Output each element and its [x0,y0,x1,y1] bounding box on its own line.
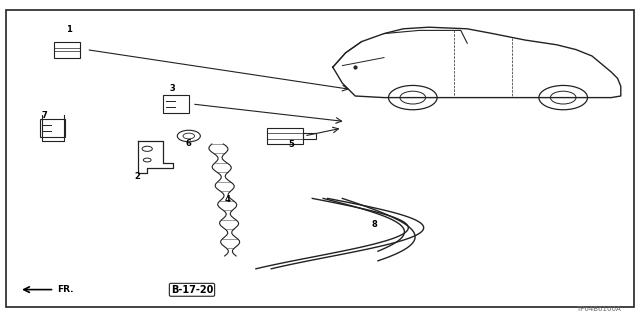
Text: 3: 3 [170,84,175,93]
Bar [163,95,189,113]
Text: 5: 5 [288,140,294,149]
Text: 8: 8 [372,220,377,229]
Bar [40,119,65,137]
Text: FR.: FR. [58,285,74,294]
Text: 4: 4 [224,195,230,204]
Text: TP64B6100A: TP64B6100A [576,306,621,312]
Text: 6: 6 [186,139,192,148]
Text: 2: 2 [134,172,141,181]
Text: 1: 1 [65,25,72,34]
Bar [267,128,303,144]
Bar [303,133,316,139]
Text: 7: 7 [42,111,47,120]
Text: B-17-20: B-17-20 [171,285,213,295]
Bar [54,42,80,58]
